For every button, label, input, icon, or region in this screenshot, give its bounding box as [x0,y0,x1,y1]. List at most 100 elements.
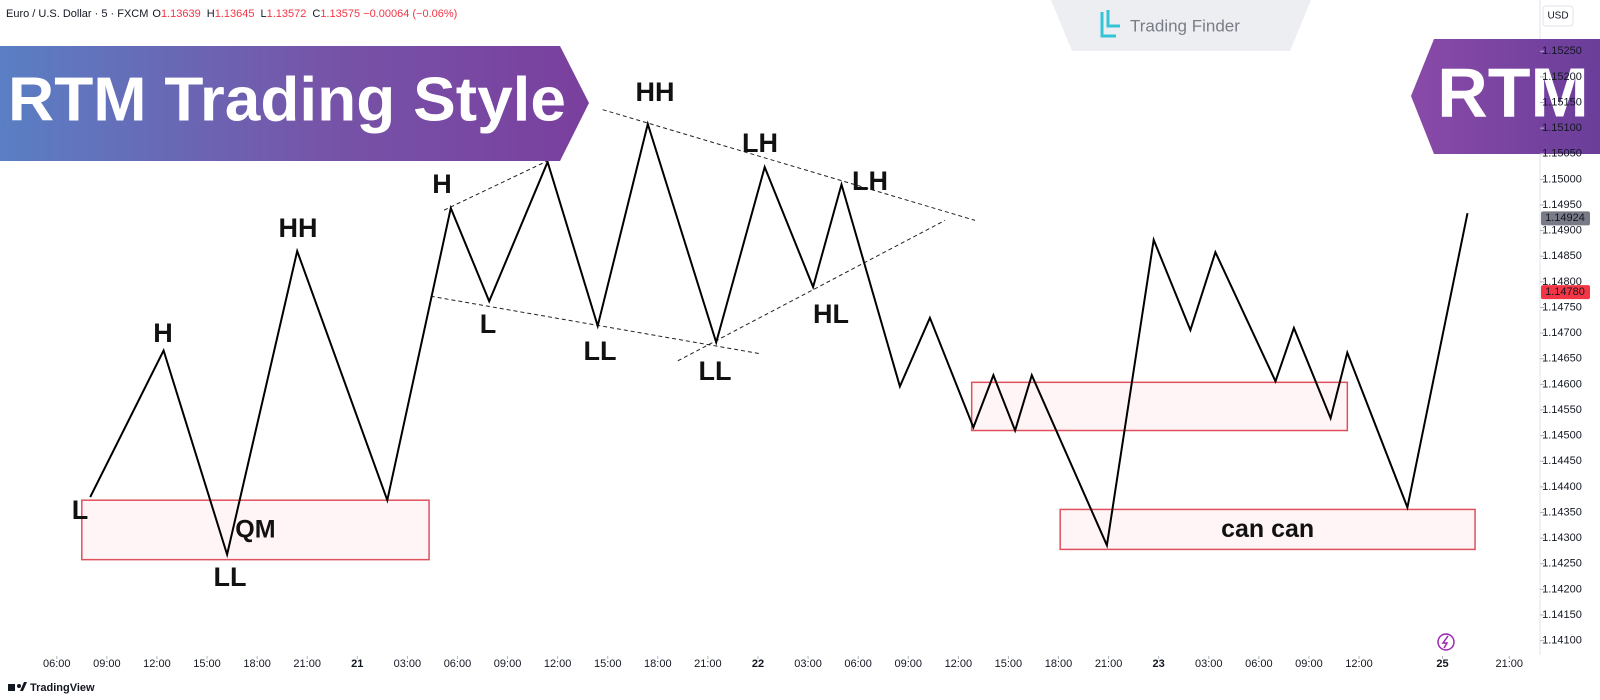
structure-label: L [480,309,497,339]
y-tick-label: 1.14600 [1542,378,1582,390]
x-tick-label: 03:00 [394,658,422,670]
symbol: Euro / U.S. Dollar · 5 · FXCM [6,8,148,20]
x-tick-label: 03:00 [1195,658,1223,670]
x-tick-label: 15:00 [193,658,221,670]
badge: RTM [1437,53,1589,131]
logo-icon [1100,10,1120,38]
x-tick-label: 25 [1436,658,1448,670]
y-tick-label: 1.15000 [1542,173,1582,185]
y-tick-label: 1.14500 [1542,430,1582,442]
zone [81,499,430,561]
y-tick-label: 1.14550 [1542,404,1582,416]
zone [970,381,1349,432]
y-tick-label: 1.15250 [1542,45,1582,57]
ohlc-value: 1.13575 [320,8,360,20]
structure-label: LH [852,166,888,196]
x-tick-label: 15:00 [594,658,622,670]
currency-box [1542,5,1574,27]
y-tick-label: 1.14850 [1542,250,1582,262]
x-tick-label: 21:00 [293,658,321,670]
zone-label: can can [1221,515,1314,543]
y-tick-label: 1.14350 [1542,506,1582,518]
x-tick-label: 06:00 [444,658,472,670]
x-tick-label: 18:00 [243,658,271,670]
trendline [677,219,946,362]
y-tick-label: 1.15050 [1542,148,1582,160]
x-tick-label: 22 [752,658,764,670]
logo-tab [1051,0,1311,51]
y-tick-label: 1.14400 [1542,481,1582,493]
footer-brand: TradingView [30,682,95,694]
x-tick-label: 21:00 [694,658,722,670]
structure-label: HH [636,77,675,107]
ohlc-value: 1.13645 [215,8,255,20]
lightning-bolt [1441,635,1449,649]
price-line [89,120,1469,559]
logo-text: Trading Finder [1130,16,1240,35]
y-tick-label: 1.15100 [1542,122,1582,134]
zone-label: QM [235,516,275,544]
y-tick-label: 1.15200 [1542,71,1582,83]
y-tick-label: 1.15150 [1542,96,1582,108]
x-tick-label: 03:00 [794,658,822,670]
x-tick-label: 21:00 [1496,658,1524,670]
ohlc-label: L [260,8,266,20]
structure-label: LH [742,128,778,158]
structure-label: LL [214,562,247,592]
x-tick-label: 09:00 [1295,658,1323,670]
ohlc: O1.13639 H1.13645 L1.13572 C1.13575 [152,8,360,20]
x-tick-label: 12:00 [945,658,973,670]
y-tick-label: 1.14300 [1542,532,1582,544]
x-tick-label: 09:00 [93,658,121,670]
ohlc-value: 1.13572 [267,8,307,20]
x-tick-label: 18:00 [1045,658,1073,670]
structure-label: LL [584,336,617,366]
y-tick-label: 1.14900 [1542,225,1582,237]
y-tick-label: 1.14950 [1542,199,1582,211]
x-tick-label: 23 [1153,658,1165,670]
trendline [602,109,976,221]
ohlc-label: C [312,8,320,20]
y-tick-label: 1.14450 [1542,455,1582,467]
symbol-header: Euro / U.S. Dollar · 5 · FXCM O1.13639 H1.… [6,8,457,20]
x-tick-label: 06:00 [844,658,872,670]
ohlc-label: O [152,8,161,20]
x-tick-label: 15:00 [995,658,1023,670]
structure-label: H [432,169,452,199]
structure-label: H [153,318,173,348]
structure-label: LL [699,356,732,386]
zone [1059,508,1476,551]
price-tag-label: 1.14780 [1545,286,1585,298]
x-tick-label: 12:00 [143,658,171,670]
tv-logo [8,682,27,691]
ohlc-value: 1.13639 [161,8,201,20]
lightning-icon [1437,633,1455,651]
change: −0.00064 (−0.06%) [363,8,457,20]
x-tick-label: 06:00 [43,658,71,670]
y-tick-label: 1.14750 [1542,301,1582,313]
structure-label: HH [279,213,318,243]
structure-label: HL [813,299,849,329]
ohlc-label: H [207,8,215,20]
x-tick-label: 06:00 [1245,658,1273,670]
price-tag-label: 1.14924 [1545,212,1585,224]
x-tick-label: 12:00 [544,658,572,670]
price-tag [1541,211,1590,226]
x-tick-label: 09:00 [894,658,922,670]
price-tag [1541,285,1590,300]
y-tick-label: 1.14100 [1542,635,1582,647]
title: RTM Trading Style [8,65,566,134]
x-tick-label: 21 [351,658,363,670]
currency: USD [1547,11,1568,22]
x-tick-label: 18:00 [644,658,672,670]
x-tick-label: 21:00 [1095,658,1123,670]
y-tick-label: 1.14150 [1542,609,1582,621]
y-tick-label: 1.14700 [1542,327,1582,339]
x-tick-label: 12:00 [1345,658,1373,670]
y-tick-label: 1.14800 [1542,276,1582,288]
y-tick-label: 1.14650 [1542,353,1582,365]
structure-label: L [72,495,89,525]
y-tick-label: 1.14250 [1542,558,1582,570]
